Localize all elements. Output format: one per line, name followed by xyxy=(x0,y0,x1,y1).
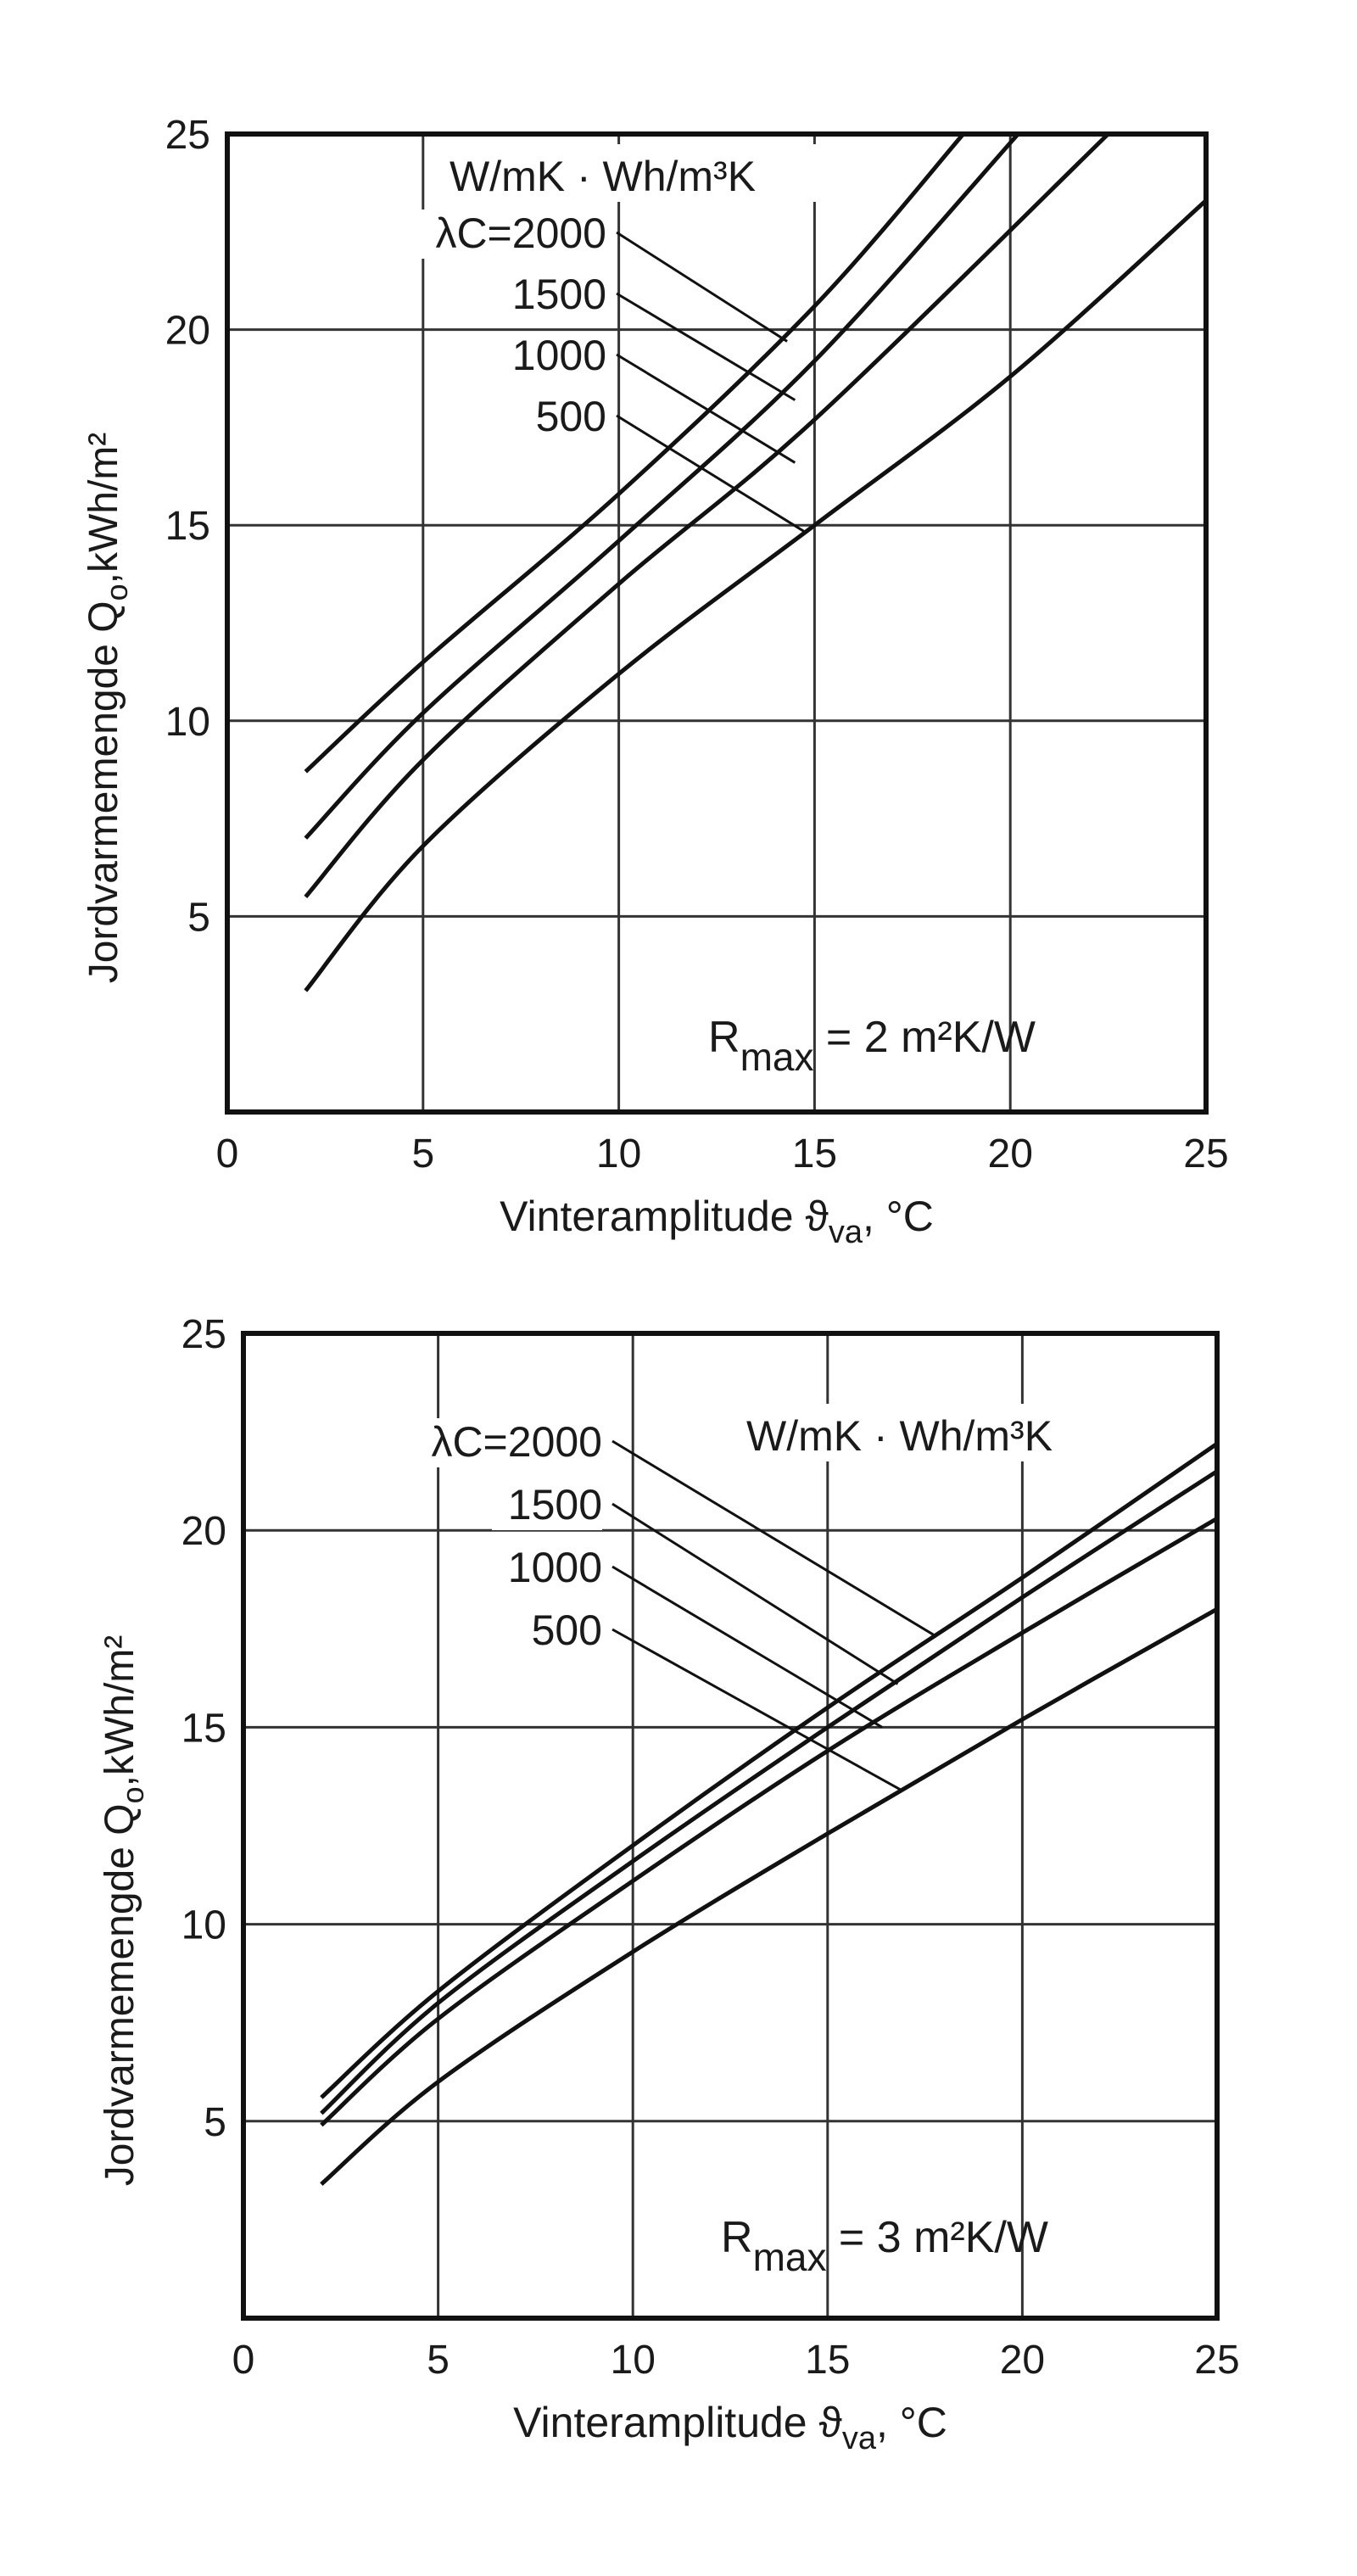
plot-frame xyxy=(225,131,1209,1115)
chart-1: 0 5 10 15 20 25 5 10 15 20 25 Vinteramplitude ϑva, … xyxy=(81,113,1229,1250)
x-tick-label: 10 xyxy=(596,1132,641,1176)
y-tick-label: 10 xyxy=(165,700,210,745)
chart-2: 0 5 10 15 20 25 5 10 15 20 25 Vinteramplitude ϑva, … xyxy=(98,1312,1240,2456)
legend-label-bg xyxy=(496,332,606,381)
y-tick-label: 25 xyxy=(181,1312,226,1357)
y-tick-label: 5 xyxy=(204,2100,226,2145)
x-tick-label: 0 xyxy=(216,1132,239,1176)
x-label-main: Vinteramplitude ϑ xyxy=(513,2399,842,2446)
units-label-bg xyxy=(738,1404,1170,1461)
x-tick-label: 15 xyxy=(805,2338,850,2383)
x-label-unit: , °C xyxy=(863,1193,934,1240)
y-axis-label: Jordvarmemengde Qo,kWh/m² xyxy=(98,1635,150,2187)
y-tick-label: 20 xyxy=(181,1509,226,1554)
legend-label: 1000 xyxy=(512,332,606,379)
series-line-3 xyxy=(320,1607,1219,2186)
y-tick-label: 15 xyxy=(165,504,210,549)
legend-label: 1500 xyxy=(508,1481,602,1528)
y-tick-label: 10 xyxy=(181,1903,226,1948)
x-tick-label: 0 xyxy=(232,2338,255,2383)
x-tick-label: 10 xyxy=(611,2338,656,2383)
x-axis-label: Vinteramplitude ϑva, °C xyxy=(513,2399,947,2456)
y-label-main: Jordvarmemengde Q xyxy=(98,1803,142,2186)
legend-label: 1500 xyxy=(512,271,606,318)
legend-label: 1000 xyxy=(508,1544,602,1591)
y-label-sub: o xyxy=(99,584,134,601)
y-label-unit: ,kWh/m² xyxy=(81,433,126,584)
rmax-main: R xyxy=(708,1013,740,1062)
x-label-unit: , °C xyxy=(876,2399,947,2446)
units-label: W/mK · Wh/m³K xyxy=(450,153,756,200)
series-line-1 xyxy=(320,1469,1219,2115)
y-tick-label: 5 xyxy=(187,895,210,940)
y-label-sub: o xyxy=(115,1786,150,1803)
series-line-0 xyxy=(304,132,965,774)
legend-label: λC=2000 xyxy=(431,1418,602,1466)
x-tick-label: 25 xyxy=(1194,2338,1239,2383)
series-line-2 xyxy=(304,132,1110,898)
legend-leader-line xyxy=(611,1502,899,1685)
legend-leader-line xyxy=(616,353,796,464)
legend-leader-line xyxy=(611,1565,883,1729)
y-label-unit: ,kWh/m² xyxy=(98,1635,142,1787)
x-label-sub: va xyxy=(842,2421,877,2456)
rmax-annotation: Rmax = 2 m²K/W xyxy=(708,1013,1036,1079)
x-label-main: Vinteramplitude ϑ xyxy=(500,1193,829,1240)
legend-label-bg xyxy=(496,271,606,320)
series-line-3 xyxy=(304,198,1208,992)
legend-label: λC=2000 xyxy=(435,210,606,257)
legend-leader-line xyxy=(611,1628,902,1792)
legend-label: 500 xyxy=(532,1607,602,1654)
legend-leader-line xyxy=(611,1439,938,1638)
x-tick-label: 5 xyxy=(411,1132,434,1176)
y-tick-label: 15 xyxy=(181,1706,226,1751)
x-tick-label: 20 xyxy=(988,1132,1033,1176)
x-tick-label: 15 xyxy=(792,1132,837,1176)
legend-label-bg xyxy=(386,210,606,259)
rmax-annotation: Rmax = 3 m²K/W xyxy=(721,2213,1048,2279)
legend-leader-line xyxy=(616,292,796,401)
y-tick-label: 25 xyxy=(165,113,210,158)
legend-leader-line xyxy=(616,414,807,534)
rmax-rest: = 2 m²K/W xyxy=(813,1013,1035,1062)
legend-label-bg xyxy=(492,1544,602,1593)
x-axis-label: Vinteramplitude ϑva, °C xyxy=(500,1193,934,1250)
series-line-2 xyxy=(320,1517,1219,2127)
y-axis-label: Jordvarmemengde Qo,kWh/m² xyxy=(81,433,134,984)
rmax-main: R xyxy=(721,2213,753,2262)
series-line-1 xyxy=(304,132,1020,840)
legend-label-bg xyxy=(382,1418,602,1467)
x-tick-label: 25 xyxy=(1183,1132,1228,1176)
plot-frame xyxy=(241,1331,1220,2321)
x-tick-label: 20 xyxy=(1000,2338,1045,2383)
legend-label-bg xyxy=(496,393,606,442)
x-label-sub: va xyxy=(829,1215,863,1250)
y-label-main: Jordvarmemengde Q xyxy=(81,601,126,983)
rmax-sub: max xyxy=(740,1035,814,1079)
series-line-0 xyxy=(320,1441,1219,2099)
y-tick-label: 20 xyxy=(165,309,210,354)
legend-label-bg xyxy=(492,1607,602,1656)
legend-leader-line xyxy=(616,231,788,343)
rmax-rest: = 3 m²K/W xyxy=(826,2213,1047,2262)
legend-label-bg xyxy=(492,1481,602,1530)
x-tick-label: 5 xyxy=(427,2338,450,2383)
legend-label: 500 xyxy=(536,393,606,440)
units-label: W/mK · Wh/m³K xyxy=(746,1412,1053,1460)
units-label-bg xyxy=(441,144,882,202)
rmax-sub: max xyxy=(753,2235,827,2279)
